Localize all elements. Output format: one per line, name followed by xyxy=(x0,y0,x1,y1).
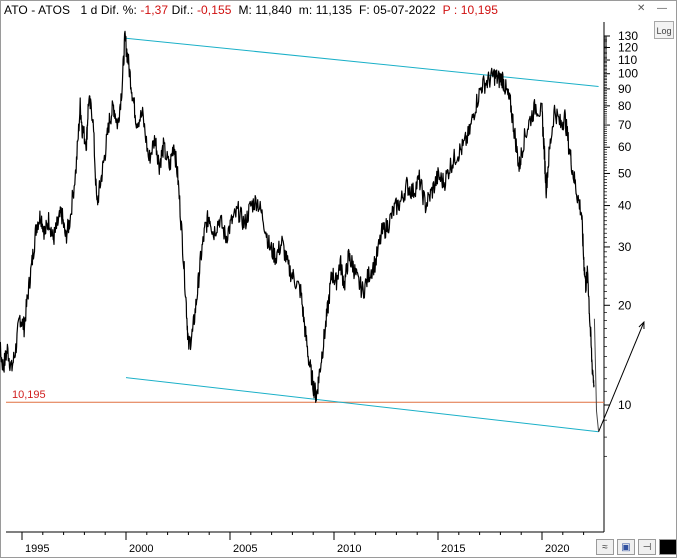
axes xyxy=(6,22,610,540)
dif-pct-value: -1,37 xyxy=(140,3,169,17)
y-tick-label: 40 xyxy=(618,199,632,213)
projection-arrow-head xyxy=(638,320,645,330)
y-tick-label: 30 xyxy=(618,240,632,254)
current-price-label: 10,195 xyxy=(12,389,46,401)
wave-tool-icon[interactable]: ≈ xyxy=(596,539,614,555)
save-icon[interactable]: ▣ xyxy=(617,539,635,555)
color-swatch-icon[interactable] xyxy=(659,539,677,555)
x-tick-label: 2015 xyxy=(441,543,465,555)
projection-series-line xyxy=(593,318,600,432)
max-label: M: xyxy=(238,3,252,17)
y-tick-label: 90 xyxy=(618,82,632,96)
x-tick-label: 2000 xyxy=(129,543,153,555)
min-value: 11,135 xyxy=(315,3,353,17)
channel-line xyxy=(125,37,599,88)
x-tick-label: 2005 xyxy=(233,543,257,555)
window-close-icon[interactable]: ✕ xyxy=(637,3,646,14)
channel-line xyxy=(125,377,599,433)
y-tick-label: 110 xyxy=(618,53,637,67)
dif-pct-label: Dif. %: xyxy=(100,3,137,17)
window-minimize-icon[interactable]: — xyxy=(657,3,667,14)
price-value: 10,195 xyxy=(460,3,499,17)
price-series-line xyxy=(0,30,595,403)
date-label: F: xyxy=(358,3,370,17)
y-tick-label: 10 xyxy=(618,398,632,412)
x-tick-label: 2010 xyxy=(337,543,361,555)
dif-label: Dif.: xyxy=(171,3,194,17)
interval-label[interactable]: 1 d xyxy=(80,3,98,17)
x-tick-label: 2020 xyxy=(545,543,569,555)
y-tick-label: 20 xyxy=(618,298,632,312)
price-label: P : xyxy=(442,3,458,17)
symbol-label[interactable]: ATO - ATOS xyxy=(4,3,71,17)
y-tick-label: 60 xyxy=(618,140,632,154)
quote-header: ATO - ATOS 1 d Dif. %: -1,37 Dif.: -0,15… xyxy=(4,3,498,19)
log-scale-button[interactable]: Log xyxy=(654,21,674,39)
y-tick-label: 50 xyxy=(618,166,632,180)
max-value: 11,840 xyxy=(255,3,292,17)
y-tick-label: 120 xyxy=(618,41,638,55)
dif-value: -0,155 xyxy=(196,3,232,17)
projection-arrow-line xyxy=(598,321,645,432)
min-label: m: xyxy=(298,3,313,17)
y-tick-label: 100 xyxy=(618,67,638,81)
y-tick-label: 130 xyxy=(618,29,638,43)
chart-toolbar: ≈ ▣ ⊣ xyxy=(596,539,677,557)
x-tick-label: 1995 xyxy=(25,543,49,555)
pin-icon[interactable]: ⊣ xyxy=(638,539,656,555)
chart-lines xyxy=(0,30,645,433)
y-tick-label: 80 xyxy=(618,99,632,113)
y-tick-label: 70 xyxy=(618,118,632,132)
date-value: 05-07-2022 xyxy=(373,3,436,17)
